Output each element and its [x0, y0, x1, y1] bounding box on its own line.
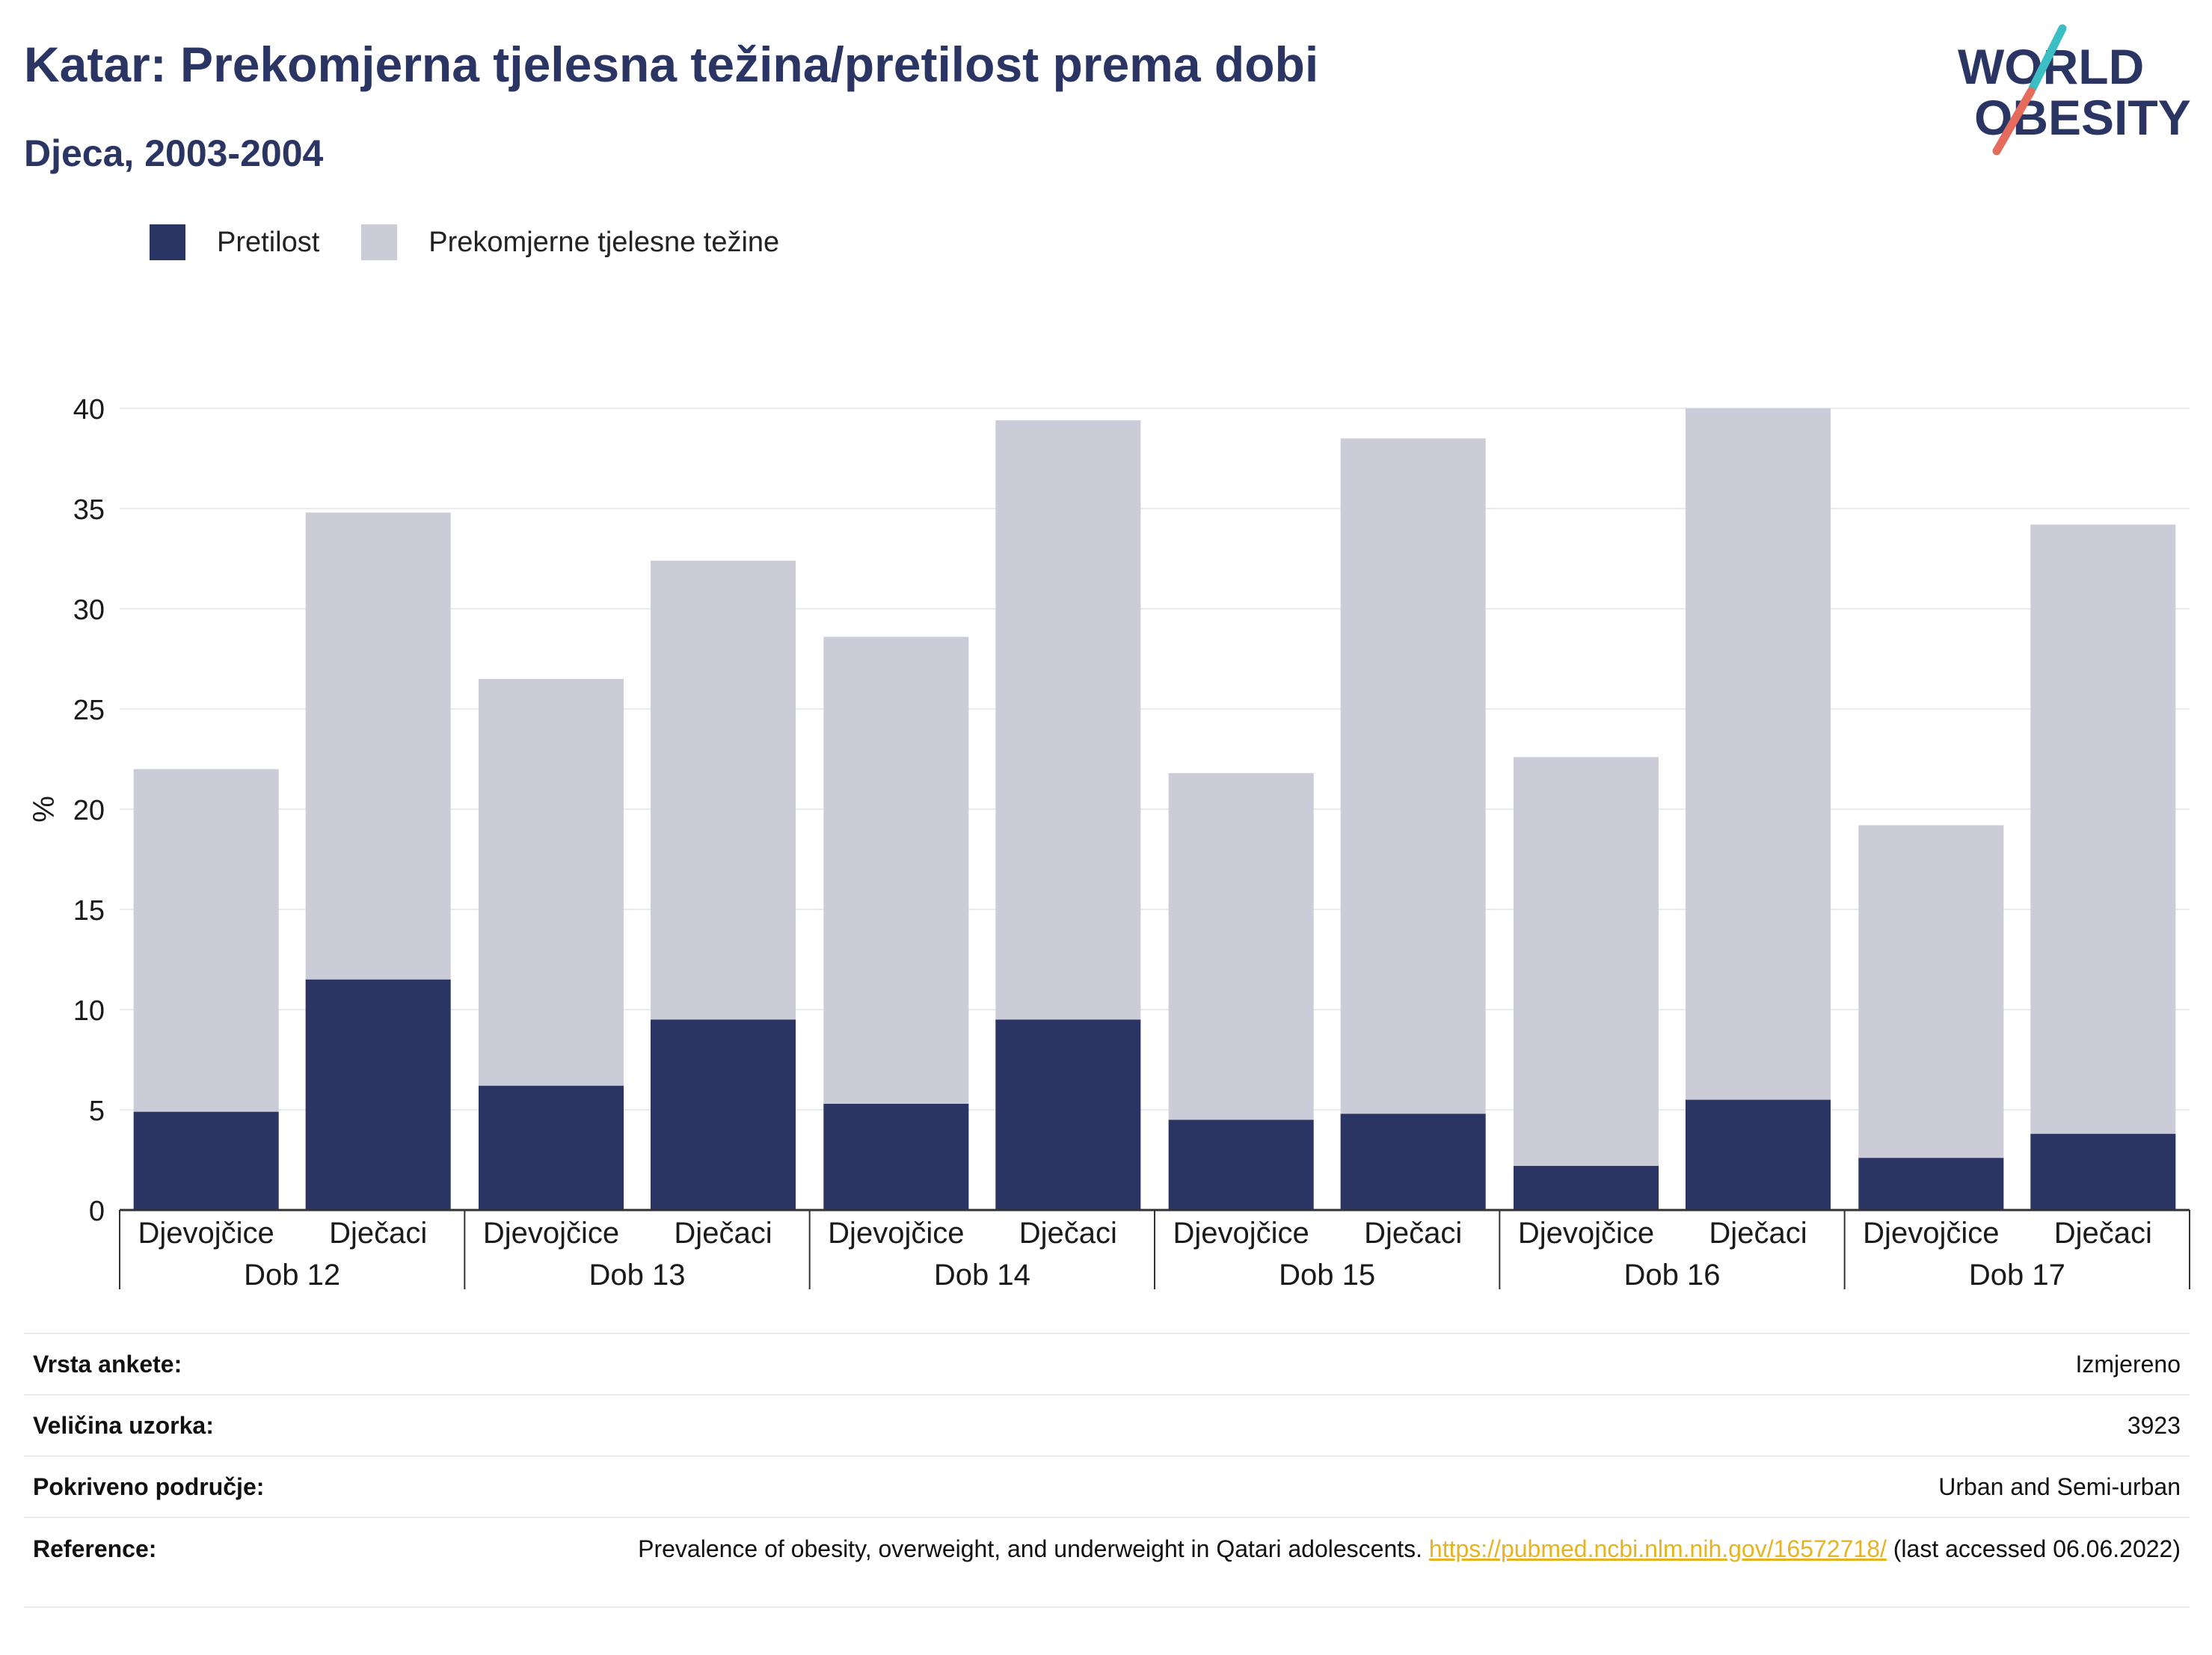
y-tick-label: 5 — [89, 1096, 105, 1127]
x-tick-label: Djevojčice — [483, 1217, 619, 1250]
x-tick-label: Dječaci — [1019, 1217, 1117, 1250]
sample-size-label: Veličina uzorka: — [33, 1411, 214, 1439]
bar-pretilost — [1686, 1099, 1831, 1210]
bar-pretilost — [1168, 1120, 1314, 1210]
reference-value: Prevalence of obesity, overweight, and u… — [638, 1533, 2181, 1565]
y-tick-label: 20 — [73, 795, 105, 826]
area-value: Urban and Semi-urban — [1938, 1473, 2181, 1500]
bar-pretilost — [2030, 1134, 2176, 1210]
x-tick-label: Dječaci — [329, 1217, 427, 1250]
legend-item-pretilost: Pretilost — [150, 224, 319, 260]
survey-type-value: Izmjereno — [2075, 1350, 2181, 1378]
bar-pretilost — [823, 1103, 969, 1210]
reference-label: Reference: — [33, 1535, 157, 1562]
sample-size-value: 3923 — [2127, 1411, 2181, 1439]
x-group-label: Dob 14 — [934, 1259, 1030, 1292]
bar-prekomjerne — [1340, 438, 1486, 1211]
x-tick-label: Dječaci — [1364, 1217, 1462, 1250]
x-tick-label: Djevojčice — [1173, 1217, 1309, 1250]
bar-pretilost — [479, 1085, 624, 1210]
y-tick-label: 40 — [73, 394, 105, 426]
x-group-label: Dob 16 — [1624, 1259, 1721, 1292]
bar-pretilost — [1340, 1114, 1486, 1210]
x-group-label: Dob 15 — [1279, 1259, 1375, 1292]
legend-swatch-prekomjerne — [361, 224, 398, 260]
info-row-survey-type: Vrsta ankete: Izmjereno — [24, 1333, 2190, 1394]
legend-label-prekomjerne: Prekomjerne tjelesne težine — [428, 226, 780, 258]
bar-prekomjerne — [1514, 757, 1659, 1210]
survey-type-label: Vrsta ankete: — [33, 1350, 182, 1378]
bar-pretilost — [995, 1019, 1141, 1210]
x-tick-label: Djevojčice — [1863, 1217, 1999, 1250]
bar-chart: 0 5 10 15 20 25 30 35 40% Djevojčice Dječaci Dob 12… — [28, 394, 2190, 1292]
bar-prekomjerne — [1686, 408, 1831, 1210]
x-tick-label: Dječaci — [2054, 1217, 2152, 1250]
logo-slash-bottom — [1992, 87, 2036, 156]
bar-pretilost — [1858, 1158, 2004, 1210]
bar-pretilost — [305, 979, 451, 1210]
y-tick-label: 0 — [89, 1196, 105, 1227]
legend-item-prekomjerne: Prekomjerne tjelesne težine — [361, 224, 779, 260]
reference-accessed: (last accessed 06.06.2022) — [1893, 1535, 2181, 1562]
chart-subtitle: Djeca, 2003-2004 — [24, 132, 324, 174]
info-row-sample-size: Veličina uzorka: 3923 — [24, 1394, 2190, 1455]
x-group-label: Dob 17 — [1969, 1259, 2065, 1292]
area-label: Pokriveno područje: — [33, 1473, 265, 1500]
x-group-label: Dob 13 — [589, 1259, 686, 1292]
bar-prekomjerne — [1858, 825, 2004, 1210]
y-tick-label: 15 — [73, 895, 105, 927]
legend-label-pretilost: Pretilost — [217, 226, 320, 258]
y-axis-label: % — [28, 796, 61, 823]
world-obesity-logo: WORLD OBESITY — [1958, 24, 2191, 156]
y-tick-label: 10 — [73, 995, 105, 1027]
y-tick-label: 30 — [73, 595, 105, 626]
bar-pretilost — [133, 1111, 279, 1210]
logo-slash-top — [2028, 24, 2067, 93]
y-tick-label: 25 — [73, 695, 105, 726]
x-group-label: Dob 12 — [244, 1259, 340, 1292]
x-tick-label: Djevojčice — [1518, 1217, 1654, 1250]
x-tick-label: Djevojčice — [828, 1217, 964, 1250]
bar-prekomjerne — [2030, 524, 2176, 1210]
bar-pretilost — [1514, 1166, 1659, 1210]
x-tick-label: Djevojčice — [138, 1217, 274, 1250]
info-row-reference: Reference: Prevalence of obesity, overwe… — [24, 1517, 2190, 1608]
logo-line2: OBESITY — [1974, 90, 2191, 145]
reference-link[interactable]: https://pubmed.ncbi.nlm.nih.gov/16572718… — [1428, 1535, 1887, 1562]
y-tick-label: 35 — [73, 494, 105, 526]
info-row-area: Pokriveno područje: Urban and Semi-urban — [24, 1455, 2190, 1517]
chart-title: Katar: Prekomjerna tjelesna težina/preti… — [24, 37, 1319, 92]
x-tick-label: Dječaci — [1709, 1217, 1807, 1250]
reference-text: Prevalence of obesity, overweight, and u… — [638, 1535, 1423, 1562]
legend-swatch-pretilost — [150, 224, 185, 260]
bar-pretilost — [651, 1019, 796, 1210]
chart-legend: Pretilost Prekomjerne tjelesne težine — [150, 221, 821, 263]
survey-info-table: Vrsta ankete: Izmjereno Veličina uzorka:… — [24, 1333, 2190, 1608]
x-tick-label: Dječaci — [674, 1217, 772, 1250]
